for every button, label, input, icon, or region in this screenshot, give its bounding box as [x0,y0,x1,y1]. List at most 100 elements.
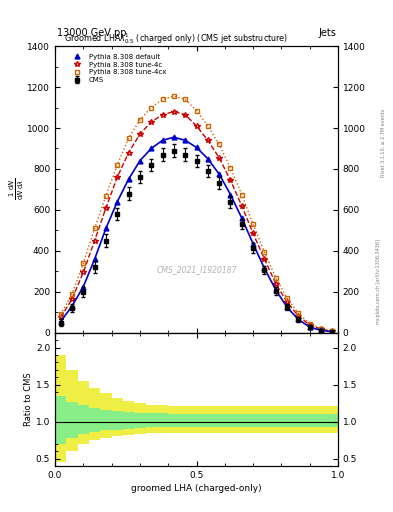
Pythia 8.308 default [330,329,335,335]
Bar [281,406,293,433]
Pythia 8.308 tune-4c [138,131,142,137]
Pythia 8.308 default [126,176,131,182]
Bar [191,414,202,428]
Pythia 8.308 tune-4c [239,203,244,209]
Pythia 8.308 default [138,158,142,164]
Bar [259,414,270,428]
Pythia 8.308 default [296,316,301,323]
Text: CMS_2021_I1920187: CMS_2021_I1920187 [156,265,237,274]
Bar [145,413,157,428]
Pythia 8.308 tune-4cx [160,96,165,102]
Bar [236,406,248,433]
Pythia 8.308 tune-4c [160,112,165,118]
Bar [213,406,225,433]
Pythia 8.308 tune-4c [330,328,335,334]
Bar [281,414,293,428]
Bar [259,406,270,433]
Pythia 8.308 tune-4cx [115,162,119,168]
Text: Groomed LHA$\lambda^{1}_{0.5}$ (charged only) (CMS jet substructure): Groomed LHA$\lambda^{1}_{0.5}$ (charged … [64,31,288,46]
Pythia 8.308 default [183,137,187,143]
Bar [168,406,180,433]
Pythia 8.308 tune-4cx [81,260,86,266]
Pythia 8.308 tune-4cx [262,249,267,255]
Pythia 8.308 tune-4cx [183,96,187,102]
Pythia 8.308 tune-4c [274,281,278,287]
Bar [304,406,315,433]
Bar [225,406,236,433]
Bar [225,414,236,428]
Line: Pythia 8.308 tune-4cx: Pythia 8.308 tune-4cx [58,94,335,334]
Pythia 8.308 tune-4c [149,119,154,125]
Bar [89,388,100,440]
Pythia 8.308 default [58,318,63,325]
Bar [112,411,123,430]
Pythia 8.308 tune-4c [70,296,74,302]
Bar [157,406,168,433]
Pythia 8.308 default [262,265,267,271]
Bar [236,414,248,428]
Bar [66,401,78,438]
Pythia 8.308 tune-4cx [194,108,199,114]
Pythia 8.308 default [228,191,233,198]
Pythia 8.308 tune-4c [92,238,97,244]
Bar [304,414,315,428]
Bar [202,414,213,428]
Pythia 8.308 default [274,287,278,293]
Text: 13000 GeV pp: 13000 GeV pp [57,28,127,38]
Pythia 8.308 tune-4cx [104,193,108,199]
Bar [157,413,168,428]
Pythia 8.308 tune-4cx [92,225,97,231]
Bar [123,401,134,435]
Pythia 8.308 default [206,156,210,162]
Bar [213,414,225,428]
Y-axis label: Ratio to CMS: Ratio to CMS [24,373,33,426]
Pythia 8.308 tune-4cx [228,165,233,171]
Y-axis label: $\frac{1}{\mathrm{d}N}\frac{\mathrm{d}N}{\mathrm{d}\lambda}$: $\frac{1}{\mathrm{d}N}\frac{\mathrm{d}N}… [7,178,26,201]
Bar [327,414,338,428]
Pythia 8.308 tune-4c [104,205,108,211]
Bar [168,414,180,428]
Pythia 8.308 tune-4cx [285,295,289,301]
Bar [315,406,327,433]
Pythia 8.308 default [92,256,97,262]
Bar [112,398,123,436]
Bar [123,412,134,429]
Bar [180,414,191,428]
X-axis label: groomed LHA (charged-only): groomed LHA (charged-only) [131,484,262,493]
Pythia 8.308 tune-4cx [138,117,142,123]
Bar [327,406,338,433]
Pythia 8.308 tune-4c [228,177,233,183]
Pythia 8.308 tune-4c [183,112,187,118]
Bar [100,410,112,431]
Text: Jets: Jets [318,28,336,38]
Bar [134,403,145,434]
Pythia 8.308 tune-4c [285,299,289,305]
Pythia 8.308 tune-4cx [126,135,131,141]
Pythia 8.308 tune-4cx [251,221,255,227]
Pythia 8.308 tune-4cx [58,311,63,317]
Pythia 8.308 tune-4c [206,137,210,143]
Bar [145,404,157,433]
Pythia 8.308 tune-4c [126,150,131,156]
Pythia 8.308 tune-4cx [171,93,176,99]
Bar [270,406,281,433]
Bar [315,414,327,428]
Bar [202,406,213,433]
Pythia 8.308 default [217,171,222,177]
Pythia 8.308 default [307,324,312,330]
Bar [66,370,78,451]
Text: Rivet 3.1.10, ≥ 2.7M events: Rivet 3.1.10, ≥ 2.7M events [381,109,386,178]
Pythia 8.308 tune-4cx [70,291,74,297]
Bar [134,413,145,428]
Pythia 8.308 tune-4cx [330,328,335,334]
Text: mcplots.cern.ch [arXiv:1306.3436]: mcplots.cern.ch [arXiv:1306.3436] [376,239,380,324]
Pythia 8.308 tune-4c [217,155,222,161]
Pythia 8.308 tune-4c [171,109,176,115]
Pythia 8.308 tune-4c [194,123,199,129]
Pythia 8.308 default [160,137,165,143]
Pythia 8.308 default [319,327,323,333]
Pythia 8.308 tune-4cx [239,191,244,198]
Pythia 8.308 tune-4c [58,314,63,321]
Pythia 8.308 tune-4cx [149,104,154,111]
Bar [293,414,304,428]
